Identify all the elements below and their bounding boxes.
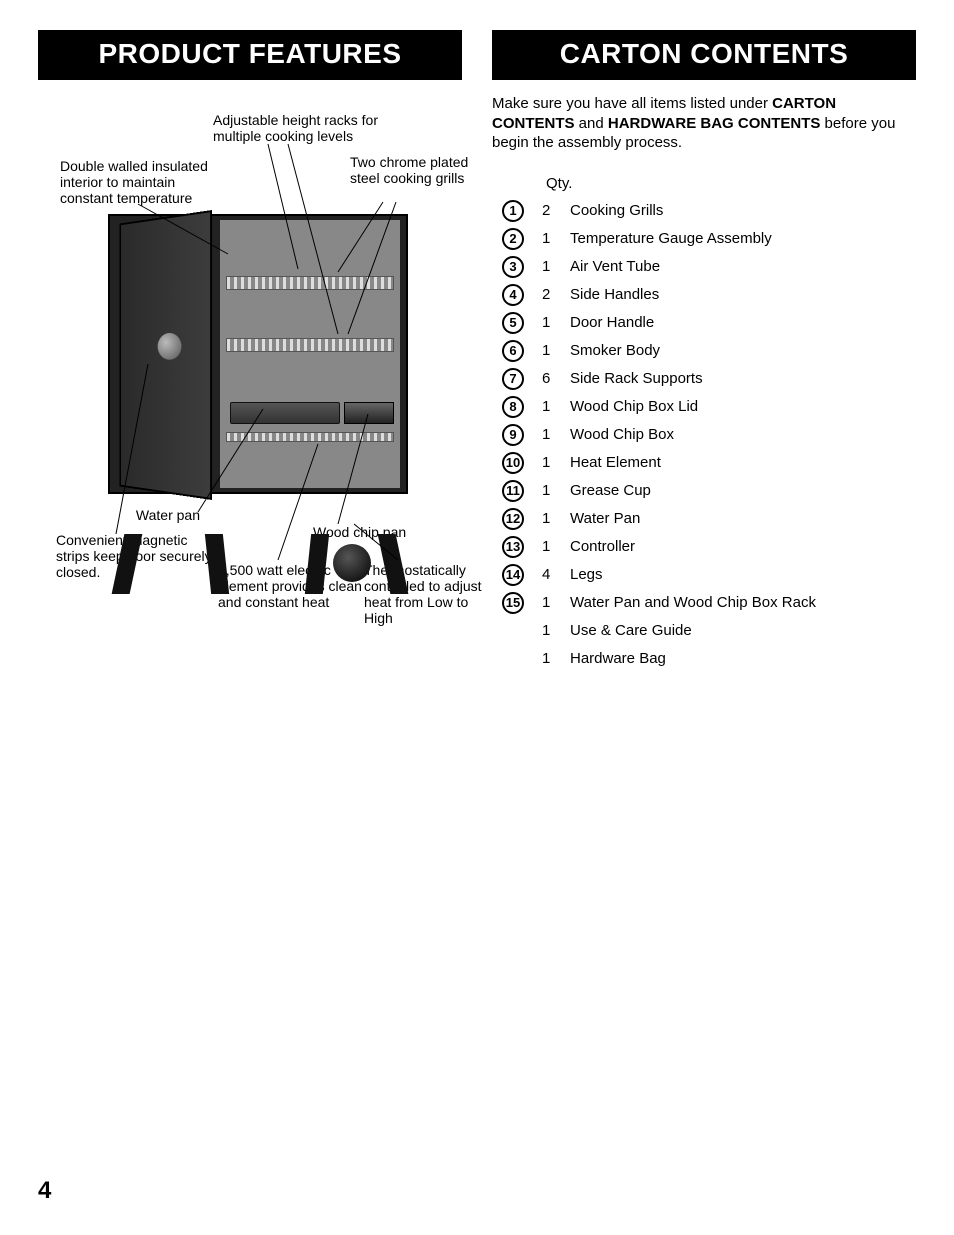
contents-item-row: 3 1Air Vent Tube: [502, 256, 916, 278]
intro-text-2: and: [575, 115, 608, 132]
item-qty: 1: [542, 454, 570, 471]
item-description: Hardware Bag: [570, 650, 916, 667]
item-description: Grease Cup: [570, 482, 916, 499]
item-description: Door Handle: [570, 314, 916, 331]
item-number-circle: 15: [502, 592, 524, 614]
item-description: Water Pan and Wood Chip Box Rack: [570, 594, 916, 611]
contents-item-row: 12 1Water Pan: [502, 508, 916, 530]
callout-chrome-grills: Two chrome plated steel cooking grills: [350, 154, 470, 186]
contents-item-row: 5 1Door Handle: [502, 312, 916, 334]
contents-item-row: 8 1Wood Chip Box Lid: [502, 396, 916, 418]
item-qty: 1: [542, 482, 570, 499]
item-qty: 1: [542, 650, 570, 667]
item-description: Temperature Gauge Assembly: [570, 230, 916, 247]
item-description: Wood Chip Box Lid: [570, 398, 916, 415]
item-qty: 2: [542, 202, 570, 219]
contents-item-row: 1Hardware Bag: [502, 648, 916, 670]
item-number-circle: 3: [502, 256, 524, 278]
intro-bold-2: HARDWARE BAG CONTENTS: [608, 115, 821, 132]
qty-header: Qty.: [546, 175, 916, 192]
item-description: Cooking Grills: [570, 202, 916, 219]
product-diagram: Adjustable height racks for multiple coo…: [38, 94, 462, 634]
item-description: Heat Element: [570, 454, 916, 471]
item-number-circle: 14: [502, 564, 524, 586]
item-description: Wood Chip Box: [570, 426, 916, 443]
product-features-column: PRODUCT FEATURES Adjustable height racks…: [38, 30, 462, 676]
contents-item-row: 10 1Heat Element: [502, 452, 916, 474]
item-number-circle: 5: [502, 312, 524, 334]
item-description: Water Pan: [570, 510, 916, 527]
item-qty: 1: [542, 622, 570, 639]
intro-text-1: Make sure you have all items listed unde…: [492, 95, 772, 112]
item-qty: 1: [542, 538, 570, 555]
item-number-circle: [502, 620, 524, 642]
item-number-circle: 4: [502, 284, 524, 306]
callout-thermostat: Thermostatically controlled to adjust he…: [364, 562, 494, 626]
item-qty: 1: [542, 426, 570, 443]
item-number-circle: 7: [502, 368, 524, 390]
item-qty: 1: [542, 594, 570, 611]
item-qty: 1: [542, 398, 570, 415]
item-description: Side Handles: [570, 286, 916, 303]
item-qty: 1: [542, 342, 570, 359]
item-qty: 1: [542, 314, 570, 331]
item-number-circle: [502, 648, 524, 670]
contents-item-row: 111Grease Cup: [502, 480, 916, 502]
contents-table: Qty. 12Cooking Grills21Temperature Gauge…: [502, 175, 916, 670]
contents-item-row: 13 1Controller: [502, 536, 916, 558]
carton-intro: Make sure you have all items listed unde…: [492, 94, 916, 153]
carton-contents-header: CARTON CONTENTS: [492, 30, 916, 80]
callout-adjustable-racks: Adjustable height racks for multiple coo…: [213, 112, 383, 144]
page-number: 4: [38, 1177, 51, 1205]
item-number-circle: 2: [502, 228, 524, 250]
item-number-circle: 1: [502, 200, 524, 222]
contents-item-row: 1 2Cooking Grills: [502, 200, 916, 222]
item-description: Smoker Body: [570, 342, 916, 359]
item-qty: 1: [542, 510, 570, 527]
callout-double-walled: Double walled insulated interior to main…: [60, 158, 230, 206]
item-description: Legs: [570, 566, 916, 583]
contents-item-row: 14 4Legs: [502, 564, 916, 586]
item-qty: 1: [542, 258, 570, 275]
item-qty: 2: [542, 286, 570, 303]
item-number-circle: 9: [502, 424, 524, 446]
contents-item-row: 6 1Smoker Body: [502, 340, 916, 362]
item-number-circle: 8: [502, 396, 524, 418]
item-qty: 6: [542, 370, 570, 387]
item-number-circle: 12: [502, 508, 524, 530]
item-description: Side Rack Supports: [570, 370, 916, 387]
item-description: Air Vent Tube: [570, 258, 916, 275]
contents-item-row: 15 1Water Pan and Wood Chip Box Rack: [502, 592, 916, 614]
item-number-circle: 11: [502, 480, 524, 502]
item-qty: 4: [542, 566, 570, 583]
item-description: Controller: [570, 538, 916, 555]
item-number-circle: 10: [502, 452, 524, 474]
smoker-illustration: [108, 214, 408, 534]
carton-contents-column: CARTON CONTENTS Make sure you have all i…: [492, 30, 916, 676]
item-qty: 1: [542, 230, 570, 247]
contents-item-row: 2 1Temperature Gauge Assembly: [502, 228, 916, 250]
product-features-header: PRODUCT FEATURES: [38, 30, 462, 80]
item-number-circle: 13: [502, 536, 524, 558]
item-description: Use & Care Guide: [570, 622, 916, 639]
item-number-circle: 6: [502, 340, 524, 362]
contents-item-row: 1Use & Care Guide: [502, 620, 916, 642]
contents-item-row: 7 6Side Rack Supports: [502, 368, 916, 390]
contents-item-row: 9 1Wood Chip Box: [502, 424, 916, 446]
contents-item-row: 4 2Side Handles: [502, 284, 916, 306]
